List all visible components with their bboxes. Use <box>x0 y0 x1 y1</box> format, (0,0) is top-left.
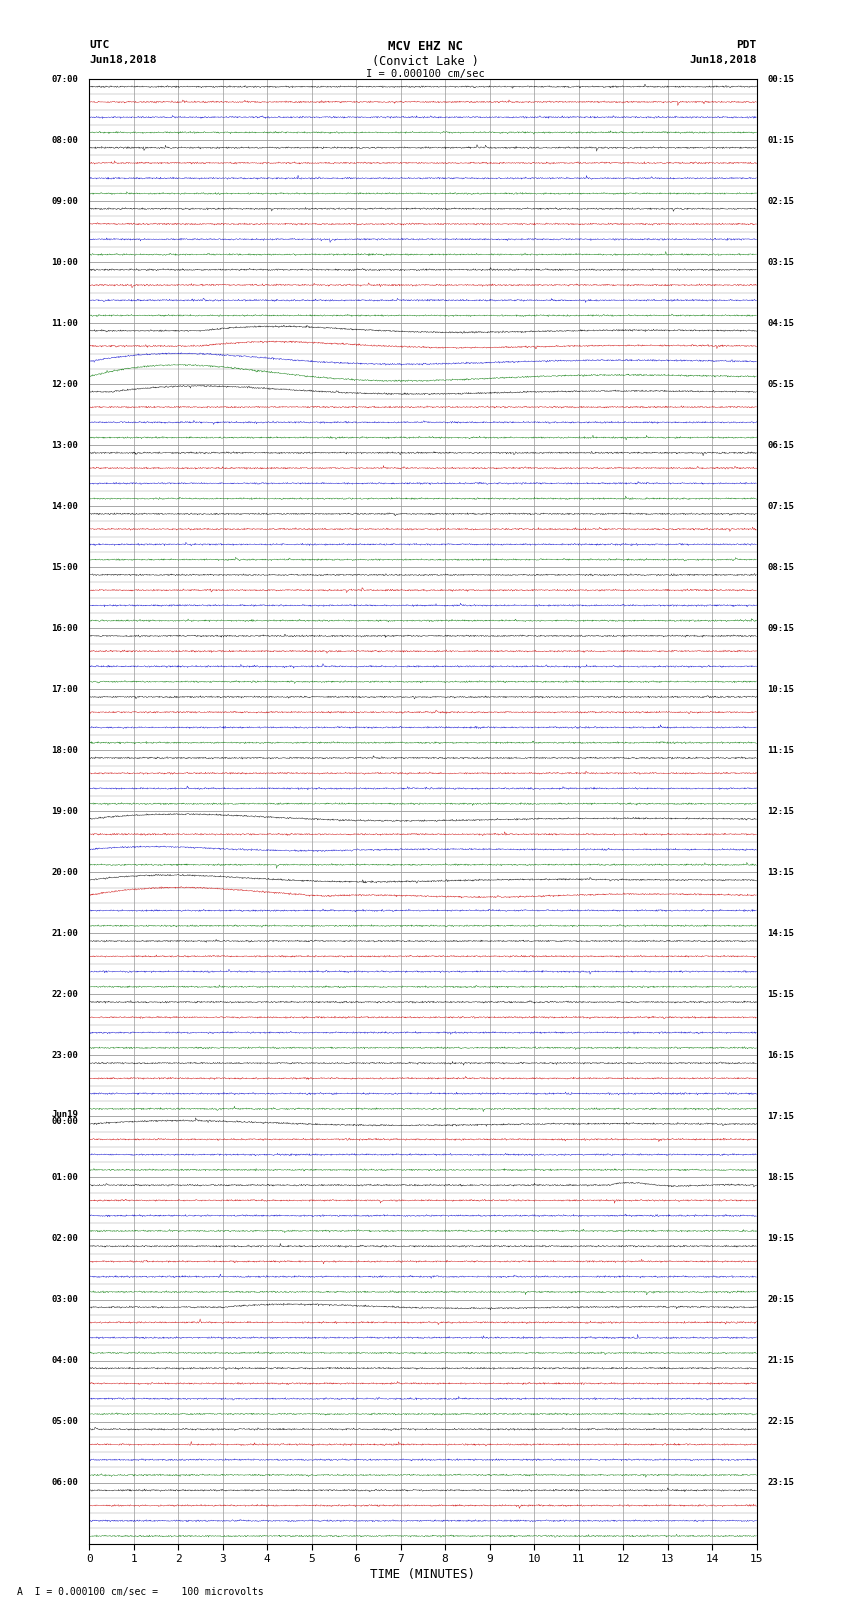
X-axis label: TIME (MINUTES): TIME (MINUTES) <box>371 1568 475 1581</box>
Text: 09:15: 09:15 <box>768 624 795 632</box>
Text: 00:00: 00:00 <box>51 1118 78 1126</box>
Text: 15:15: 15:15 <box>768 990 795 998</box>
Text: Jun19: Jun19 <box>51 1110 78 1119</box>
Text: 13:00: 13:00 <box>51 440 78 450</box>
Text: 22:00: 22:00 <box>51 990 78 998</box>
Text: 03:15: 03:15 <box>768 258 795 266</box>
Text: 05:00: 05:00 <box>51 1418 78 1426</box>
Text: 01:15: 01:15 <box>768 135 795 145</box>
Text: 07:15: 07:15 <box>768 502 795 511</box>
Text: 06:15: 06:15 <box>768 440 795 450</box>
Text: 22:15: 22:15 <box>768 1418 795 1426</box>
Text: 16:15: 16:15 <box>768 1052 795 1060</box>
Text: 08:15: 08:15 <box>768 563 795 571</box>
Text: 21:00: 21:00 <box>51 929 78 937</box>
Text: MCV EHZ NC: MCV EHZ NC <box>388 40 462 53</box>
Text: 02:15: 02:15 <box>768 197 795 205</box>
Text: 05:15: 05:15 <box>768 379 795 389</box>
Text: 17:00: 17:00 <box>51 686 78 694</box>
Text: 18:15: 18:15 <box>768 1173 795 1182</box>
Text: 10:15: 10:15 <box>768 686 795 694</box>
Text: 04:00: 04:00 <box>51 1357 78 1365</box>
Text: 04:15: 04:15 <box>768 319 795 327</box>
Text: 14:15: 14:15 <box>768 929 795 937</box>
Text: 09:00: 09:00 <box>51 197 78 205</box>
Text: 07:00: 07:00 <box>51 74 78 84</box>
Text: PDT: PDT <box>736 40 756 50</box>
Text: (Convict Lake ): (Convict Lake ) <box>371 55 479 68</box>
Text: 20:15: 20:15 <box>768 1295 795 1303</box>
Text: 02:00: 02:00 <box>51 1234 78 1244</box>
Text: UTC: UTC <box>89 40 110 50</box>
Text: Jun18,2018: Jun18,2018 <box>689 55 756 65</box>
Text: 06:00: 06:00 <box>51 1478 78 1487</box>
Text: 10:00: 10:00 <box>51 258 78 266</box>
Text: 08:00: 08:00 <box>51 135 78 145</box>
Text: 13:15: 13:15 <box>768 868 795 877</box>
Text: 00:15: 00:15 <box>768 74 795 84</box>
Text: 23:15: 23:15 <box>768 1478 795 1487</box>
Text: 23:00: 23:00 <box>51 1052 78 1060</box>
Text: 03:00: 03:00 <box>51 1295 78 1303</box>
Text: 20:00: 20:00 <box>51 868 78 877</box>
Text: Jun18,2018: Jun18,2018 <box>89 55 156 65</box>
Text: 12:00: 12:00 <box>51 379 78 389</box>
Text: 21:15: 21:15 <box>768 1357 795 1365</box>
Text: 01:00: 01:00 <box>51 1173 78 1182</box>
Text: 17:15: 17:15 <box>768 1111 795 1121</box>
Text: 19:00: 19:00 <box>51 806 78 816</box>
Text: A  I = 0.000100 cm/sec =    100 microvolts: A I = 0.000100 cm/sec = 100 microvolts <box>17 1587 264 1597</box>
Text: 12:15: 12:15 <box>768 806 795 816</box>
Text: 15:00: 15:00 <box>51 563 78 571</box>
Text: 11:15: 11:15 <box>768 745 795 755</box>
Text: 11:00: 11:00 <box>51 319 78 327</box>
Text: 16:00: 16:00 <box>51 624 78 632</box>
Text: 19:15: 19:15 <box>768 1234 795 1244</box>
Text: I = 0.000100 cm/sec: I = 0.000100 cm/sec <box>366 69 484 79</box>
Text: 18:00: 18:00 <box>51 745 78 755</box>
Text: 14:00: 14:00 <box>51 502 78 511</box>
